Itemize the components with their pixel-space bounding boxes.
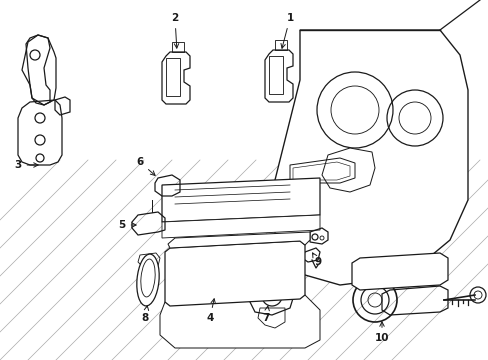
Text: 5: 5 (118, 220, 136, 230)
Polygon shape (160, 295, 319, 348)
Polygon shape (168, 232, 309, 248)
Text: 6: 6 (136, 157, 155, 175)
Ellipse shape (137, 254, 159, 306)
Text: 3: 3 (14, 160, 38, 170)
Text: 7: 7 (262, 306, 269, 323)
Text: 1: 1 (281, 13, 293, 48)
Polygon shape (321, 148, 374, 192)
Text: 2: 2 (171, 13, 179, 48)
Text: 8: 8 (141, 306, 148, 323)
Text: 10: 10 (374, 322, 388, 343)
Text: 4: 4 (206, 299, 215, 323)
Polygon shape (162, 215, 319, 238)
Text: 9: 9 (312, 253, 321, 267)
Polygon shape (162, 178, 319, 222)
Polygon shape (164, 241, 305, 306)
Polygon shape (274, 30, 467, 285)
Polygon shape (351, 253, 447, 290)
